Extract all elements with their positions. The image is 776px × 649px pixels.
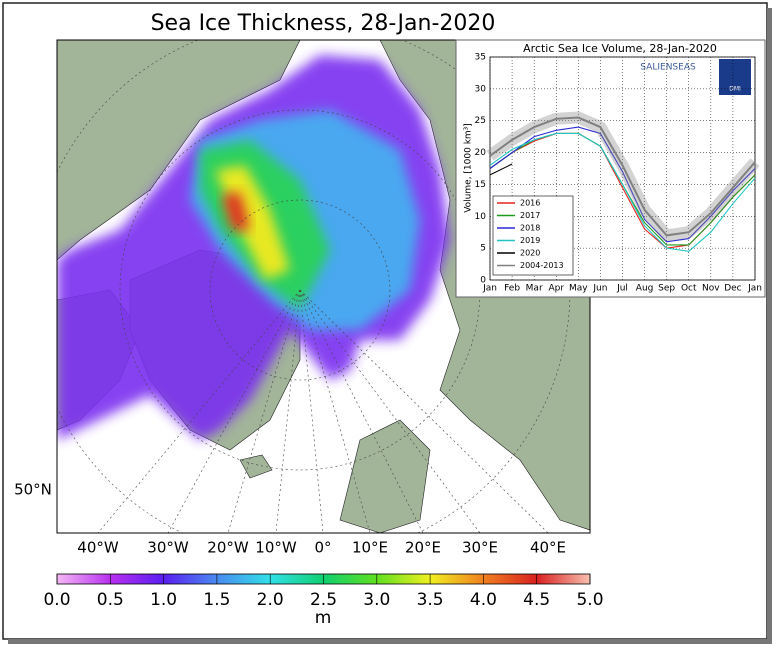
y-axis-label: Volume, [1000 km³] bbox=[464, 123, 474, 213]
longitude-label: 20°W bbox=[207, 539, 249, 557]
longitude-labels: 40°W 30°W 20°W 10°W 0° 10°E 20°E 30°E 40°E bbox=[77, 539, 566, 557]
legend-label: 2017 bbox=[520, 211, 540, 220]
series-line bbox=[489, 132, 756, 252]
x-tick-label: Dec bbox=[724, 284, 741, 294]
colorbar-tick-label: 4.5 bbox=[523, 590, 550, 610]
y-tick-label: 25 bbox=[475, 116, 486, 126]
colorbar-tick-label: 1.5 bbox=[203, 590, 230, 610]
legend-box bbox=[492, 195, 574, 276]
x-tick-label: Nov bbox=[702, 284, 720, 294]
map-title: Sea Ice Thickness, 28-Jan-2020 bbox=[151, 11, 496, 36]
x-tick-label: Aug bbox=[636, 284, 654, 294]
colorbar-tick-label: 0.0 bbox=[43, 590, 70, 610]
longitude-label: 10°W bbox=[255, 539, 297, 557]
series-line bbox=[489, 163, 513, 176]
map bbox=[57, 40, 590, 533]
longitude-label: 0° bbox=[314, 539, 331, 557]
y-tick-label: 30 bbox=[475, 84, 487, 94]
x-tick-label: Feb bbox=[504, 284, 520, 294]
logo-badge-text: DMI bbox=[729, 86, 741, 93]
longitude-label: 40°E bbox=[530, 539, 566, 557]
land bbox=[57, 40, 301, 261]
longitude-label: 30°W bbox=[147, 539, 189, 557]
longitude-label: 30°E bbox=[462, 539, 498, 557]
colorbar-tick-label: 4.0 bbox=[470, 590, 497, 610]
longitude-label: 40°W bbox=[77, 539, 119, 557]
colorbar-tick-label: 2.0 bbox=[257, 590, 284, 610]
iceland bbox=[239, 454, 273, 479]
inset-title: Arctic Sea Ice Volume, 28-Jan-2020 bbox=[523, 42, 717, 55]
inset-chart: Arctic Sea Ice Volume, 28-Jan-2020 Volum… bbox=[455, 39, 766, 298]
y-tick-label: 35 bbox=[475, 53, 486, 63]
colorbar-tick-label: 5.0 bbox=[576, 590, 603, 610]
x-tick-label: Jan bbox=[747, 284, 762, 294]
series-line bbox=[489, 126, 756, 243]
colorbar-tick-label: 3.5 bbox=[417, 590, 444, 610]
colorbar-tick-label: 1.0 bbox=[150, 590, 177, 610]
colorbar-tick-label: 3.0 bbox=[363, 590, 390, 610]
legend-label: 2019 bbox=[520, 236, 540, 245]
x-tick-label: Jan bbox=[482, 284, 497, 294]
y-tick-label: 10 bbox=[475, 212, 487, 222]
scandinavia bbox=[339, 419, 431, 533]
legend-label: 2018 bbox=[520, 224, 540, 233]
x-tick-label: Apr bbox=[548, 284, 564, 294]
x-tick-label: Jun bbox=[592, 284, 607, 294]
series-line bbox=[489, 116, 756, 237]
x-tick-label: Mar bbox=[526, 284, 543, 294]
y-tick-label: 20 bbox=[475, 148, 487, 158]
x-tick-label: May bbox=[569, 284, 588, 294]
frame-shadow bbox=[767, 8, 772, 643]
logo-text: SALIENSEAS bbox=[640, 63, 696, 73]
y-tick-label: 0 bbox=[480, 276, 486, 286]
y-tick-label: 5 bbox=[480, 244, 486, 254]
legend-label: 2020 bbox=[520, 249, 540, 258]
colorbar-label: m bbox=[315, 608, 332, 628]
frame-shadow bbox=[8, 639, 772, 644]
colorbar-ticks: 0.0 0.5 1.0 1.5 2.0 2.5 3.0 3.5 4.0 4.5 5.0 bbox=[43, 574, 604, 610]
x-tick-label: Oct bbox=[681, 284, 697, 294]
y-tick-label: 15 bbox=[475, 180, 486, 190]
longitude-label: 10°E bbox=[352, 539, 388, 557]
latitude-label: 50°N bbox=[14, 481, 52, 499]
legend-label: 2004-2013 bbox=[520, 261, 564, 270]
colorbar-tick-label: 2.5 bbox=[310, 590, 337, 610]
legend-label: 2016 bbox=[520, 199, 540, 208]
x-tick-label: Jul bbox=[616, 284, 628, 294]
colorbar-tick-label: 0.5 bbox=[97, 590, 124, 610]
longitude-label: 20°E bbox=[405, 539, 441, 557]
x-tick-label: Sep bbox=[658, 284, 675, 294]
